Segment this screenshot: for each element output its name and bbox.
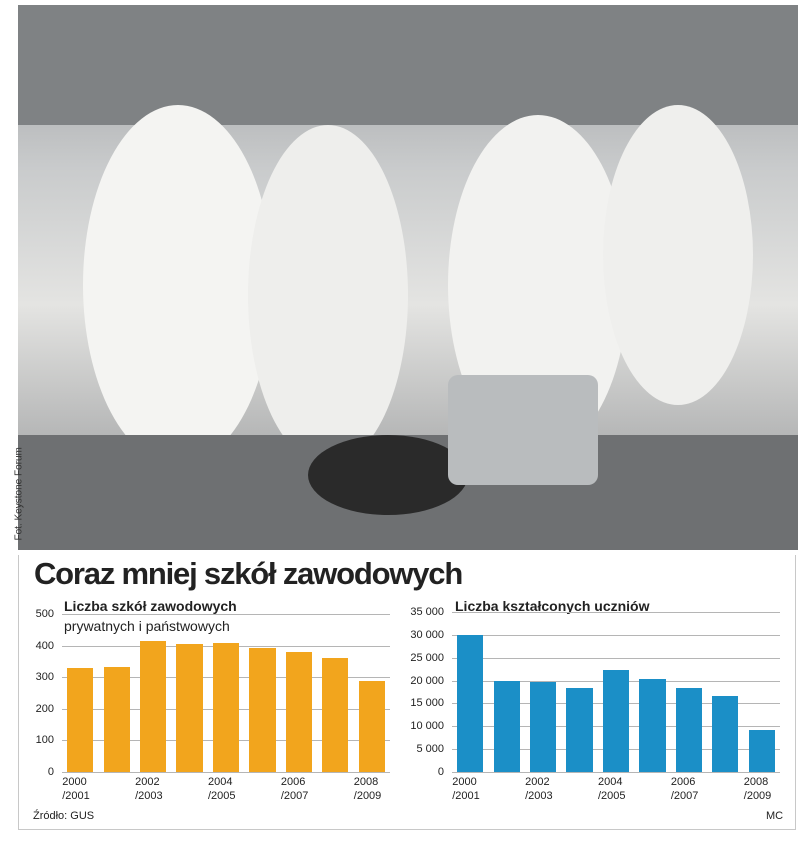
y-tick-label: 30 000 (410, 628, 444, 641)
x-tick-label: 2000 /2001 (452, 776, 480, 802)
grid-line (452, 772, 780, 773)
y-tick-label: 35 000 (410, 606, 444, 618)
y-tick-label: 20 000 (410, 674, 444, 687)
bar (358, 680, 385, 772)
source: Źródło: GUS (33, 810, 95, 822)
x-tick-label: 2008 /2009 (743, 776, 772, 802)
bar (322, 657, 349, 772)
bar (566, 687, 593, 772)
y-tick-label: 300 (35, 671, 54, 684)
bar (103, 667, 130, 772)
bar (675, 687, 702, 772)
grid-line (62, 614, 390, 615)
photo-scene (18, 5, 798, 550)
pan (308, 435, 468, 515)
bar (67, 667, 94, 772)
grid-line (452, 612, 780, 613)
photo-credit: Fot. Keystone Forum (13, 447, 25, 541)
y-tick-label: 5 000 (416, 743, 444, 756)
x-tick-label: 2006 /2007 (670, 776, 699, 802)
bar (748, 729, 775, 772)
chef (603, 105, 753, 405)
y-tick-label: 400 (35, 639, 54, 652)
y-tick-label: 500 (35, 608, 54, 620)
y-tick-label: 10 000 (410, 720, 444, 733)
pot (448, 375, 598, 485)
main-title: Coraz mniej szkół zawodowych (34, 556, 463, 591)
chef (248, 125, 408, 465)
x-tick-label: 2000 /2001 (62, 776, 90, 802)
bar (639, 679, 666, 772)
grid-line (452, 657, 780, 659)
bar (139, 640, 167, 772)
y-tick-label: 0 (437, 766, 444, 778)
y-tick-label: 15 000 (410, 697, 444, 710)
y-tick-label: 25 000 (410, 651, 444, 664)
bar (602, 670, 630, 772)
x-tick-label: 2004 /2005 (208, 776, 236, 802)
chart-title: Liczba kształconych uczniów (455, 598, 650, 614)
x-tick-label: 2008 /2009 (353, 776, 382, 802)
grid-line (62, 772, 390, 773)
chart-subtitle: prywatnych i państwowych (64, 618, 230, 634)
bar (493, 681, 520, 772)
y-tick-label: 0 (47, 766, 54, 778)
bar (176, 644, 203, 772)
y-tick-label: 200 (35, 702, 54, 715)
bar (285, 651, 312, 772)
chef (83, 105, 273, 465)
bar (249, 648, 276, 772)
author: MC (766, 810, 784, 822)
x-tick-label: 2006 /2007 (280, 776, 309, 802)
chef (448, 115, 628, 455)
x-tick-label: 2002 /2003 (525, 776, 553, 802)
x-tick-label: 2002 /2003 (135, 776, 163, 802)
y-tick-label: 100 (35, 734, 54, 747)
bar (529, 681, 557, 772)
bar (457, 634, 484, 772)
hood (18, 5, 798, 125)
grid-line (452, 634, 780, 636)
x-tick-label: 2004 /2005 (598, 776, 626, 802)
chart-title: Liczba szkół zawodowych (64, 598, 237, 614)
bar (212, 643, 240, 772)
panel (18, 555, 796, 830)
photo (18, 5, 798, 550)
bar (712, 696, 739, 772)
